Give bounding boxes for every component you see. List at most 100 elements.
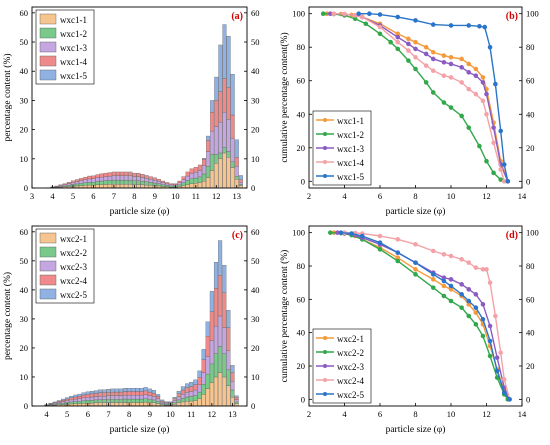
legend-label: wxc2-2 [337, 348, 364, 358]
bar [239, 180, 243, 182]
data-point [431, 23, 435, 27]
right-y-tick-label: 60 [526, 76, 535, 86]
data-point [414, 268, 418, 272]
right-y-tick-label: 20 [251, 125, 260, 135]
bar [210, 383, 214, 406]
bar [227, 370, 231, 386]
bar [145, 182, 149, 185]
data-point [431, 57, 435, 61]
bar [87, 182, 91, 185]
bar [115, 389, 119, 392]
bar [104, 177, 108, 181]
legend-marker [323, 350, 327, 354]
bar [202, 159, 206, 166]
bar [103, 403, 107, 406]
bar [227, 310, 231, 327]
y-tick-label: 40 [297, 328, 306, 338]
bar [152, 396, 156, 399]
bar [119, 396, 123, 400]
bar [218, 241, 222, 276]
data-point [407, 59, 411, 63]
bar [83, 177, 87, 180]
bar [78, 399, 82, 402]
right-y-tick-label: 40 [526, 328, 535, 338]
legend-marker [323, 174, 327, 178]
data-point [481, 81, 485, 85]
bar [202, 384, 206, 394]
x-tick-label: 9 [148, 409, 152, 419]
data-point [467, 126, 471, 130]
y-tick-label: 30 [20, 314, 29, 324]
data-point [442, 101, 446, 105]
bar [74, 402, 78, 404]
bar [214, 288, 218, 326]
bar [140, 403, 144, 406]
bar [223, 25, 227, 79]
legend-label: wxc2-5 [60, 290, 87, 300]
data-point [494, 314, 498, 318]
x-tick-label: 4 [342, 409, 347, 419]
data-point [442, 294, 446, 298]
bar [141, 185, 145, 188]
bar [239, 182, 243, 184]
bar [145, 175, 149, 178]
x-tick-label: 12 [212, 191, 221, 201]
bar [137, 177, 141, 181]
data-point [353, 14, 357, 18]
data-point [414, 47, 418, 51]
bar [120, 176, 124, 180]
y-axis-label: percentage content (%) [2, 272, 13, 360]
bar [222, 377, 226, 406]
data-point [474, 323, 478, 327]
bar [206, 374, 210, 389]
bar [231, 115, 235, 138]
data-point [474, 311, 478, 315]
data-point [449, 24, 453, 28]
bar [98, 390, 102, 393]
bar [189, 391, 193, 396]
data-point [488, 339, 492, 343]
bar [141, 177, 145, 181]
bar [157, 181, 161, 183]
bar [235, 140, 239, 158]
data-point [431, 50, 435, 54]
right-y-tick-label: 60 [251, 8, 260, 18]
bar [149, 179, 153, 182]
bar [83, 183, 87, 186]
bar [107, 396, 111, 399]
bar [90, 397, 94, 400]
bar [116, 176, 120, 180]
data-point [389, 40, 393, 44]
data-point [396, 259, 400, 263]
y-tick-label: 50 [20, 256, 29, 266]
bar [222, 293, 226, 328]
right-y-tick-label: 40 [251, 66, 260, 76]
bar [173, 397, 177, 398]
data-point [350, 232, 354, 236]
x-tick-label: 4 [50, 191, 55, 201]
bar [206, 357, 210, 374]
bar [79, 181, 83, 184]
data-point [332, 12, 336, 16]
bar [210, 364, 214, 383]
bar [177, 394, 181, 397]
bar [111, 403, 115, 406]
bar [96, 178, 100, 182]
bar [124, 172, 128, 176]
bar [124, 180, 128, 184]
bar [123, 388, 127, 391]
x-tick-label: 6 [378, 409, 382, 419]
data-point [360, 15, 364, 19]
bar [193, 380, 197, 385]
panel-label: (b) [506, 11, 518, 22]
bar [112, 180, 116, 184]
bar [235, 166, 239, 176]
bar [202, 373, 206, 385]
data-point [460, 293, 464, 297]
bar [214, 127, 218, 155]
bar [112, 172, 116, 176]
bar [185, 392, 189, 397]
bar [144, 395, 148, 399]
bar [127, 395, 131, 399]
